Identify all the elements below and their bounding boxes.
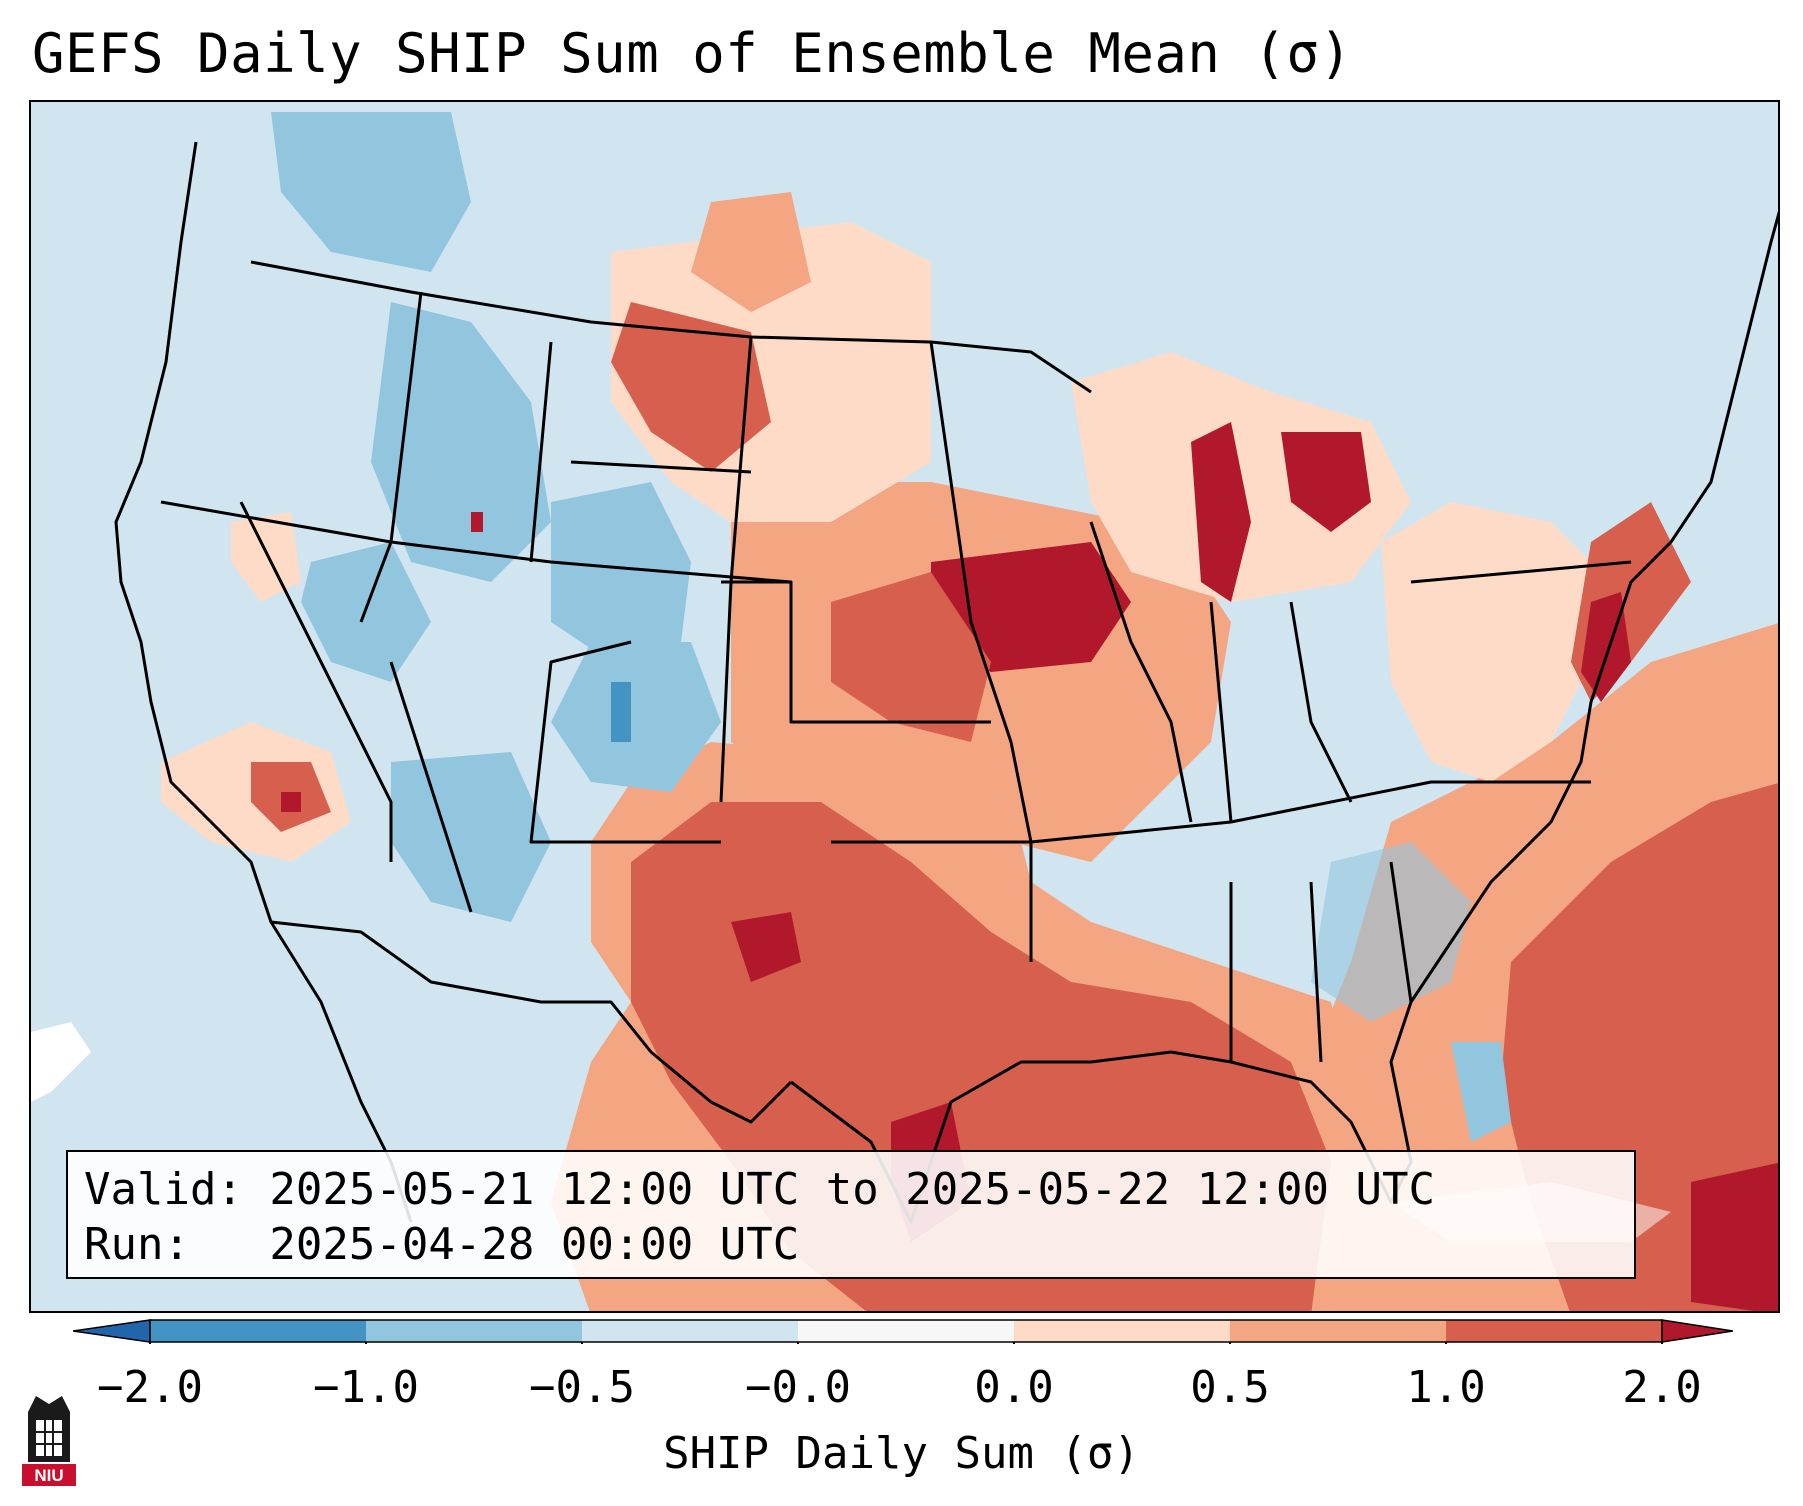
- map-panel: [29, 100, 1780, 1313]
- run-time-text: Run: 2025-04-28 00:00 UTC: [84, 1219, 800, 1270]
- wyoming-negative-region: [551, 482, 691, 662]
- valid-run-info-box: Valid: 2025-05-21 12:00 UTC to 2025-05-2…: [66, 1150, 1636, 1279]
- colorbar-tick-label: 0.0: [974, 1362, 1054, 1413]
- texas-max-region: [731, 912, 801, 982]
- colorbar-bin: [1446, 1320, 1662, 1342]
- colorbar-label: SHIP Daily Sum (σ): [663, 1428, 1140, 1479]
- southeast-negative-region: [1311, 842, 1471, 1022]
- kansas-nebraska-region: [831, 572, 991, 742]
- idaho-negative-region: [371, 302, 551, 582]
- ship-anomaly-map: [31, 102, 1778, 1311]
- utah-max-pixel: [471, 512, 483, 532]
- coastlines-borders: [114, 141, 1778, 1224]
- colorado-strong-negative: [611, 682, 631, 742]
- iowa-max-region: [931, 542, 1131, 672]
- northeast-region: [1381, 502, 1591, 782]
- logo-text: NIU: [34, 1466, 63, 1485]
- colorbar-tick-label: −0.5: [529, 1362, 635, 1413]
- niu-logo: NIU: [22, 1396, 76, 1486]
- colorbar-tick-label: 1.0: [1406, 1362, 1486, 1413]
- canada-prairie-region: [691, 192, 811, 312]
- lake-michigan-max: [1191, 422, 1251, 602]
- colorbar-tick-label: 0.5: [1190, 1362, 1270, 1413]
- montana-positive-region: [611, 302, 771, 472]
- colorbar-under-arrow: [73, 1319, 151, 1343]
- bc-negative-region: [271, 112, 471, 272]
- nevada-positive-region: [231, 512, 301, 602]
- lake-huron-max: [1281, 432, 1371, 532]
- colorbar-tick-label: −0.0: [745, 1362, 851, 1413]
- florida-negative-region: [1451, 1042, 1511, 1142]
- colorbar-bin: [150, 1320, 366, 1342]
- chart-title: GEFS Daily SHIP Sum of Ensemble Mean (σ): [32, 22, 1353, 85]
- colorbar-bin: [798, 1320, 1014, 1342]
- colorbar-tick-label: −2.0: [97, 1362, 203, 1413]
- bahamas-max-region: [1691, 1162, 1778, 1311]
- domain-edge-west: [31, 1022, 91, 1102]
- colorbar-tick-label: −1.0: [313, 1362, 419, 1413]
- colorbar-bin: [366, 1320, 582, 1342]
- valid-time-text: Valid: 2025-05-21 12:00 UTC to 2025-05-2…: [84, 1164, 1436, 1215]
- colorbar-bin: [582, 1320, 798, 1342]
- colorbar-tick-label: 2.0: [1622, 1362, 1702, 1413]
- colorbar-bin: [1014, 1320, 1230, 1342]
- colorado-negative-region: [551, 642, 721, 792]
- colorbar: [73, 1319, 1733, 1344]
- arizona-negative-region: [391, 752, 551, 922]
- colorbar-bin: [1230, 1320, 1446, 1342]
- colorbar-over-arrow: [1661, 1319, 1733, 1343]
- university-tower-icon: [28, 1396, 70, 1462]
